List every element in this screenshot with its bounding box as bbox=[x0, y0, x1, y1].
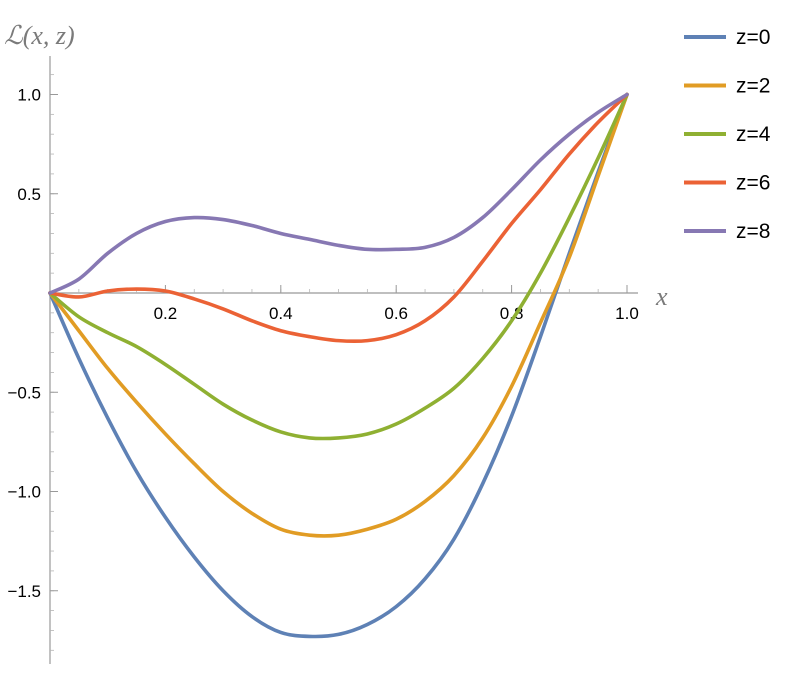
x-axis-title: x bbox=[655, 282, 668, 311]
legend-label-z-2: z=2 bbox=[736, 75, 770, 98]
x-tick-label: 0.6 bbox=[384, 304, 408, 323]
y-major-ticks: 1.0 0.5 −0.5 −1.0 −1.5 bbox=[7, 86, 58, 601]
y-axis-title: ℒ(x, z) bbox=[4, 21, 75, 50]
y-tick-label: 1.0 bbox=[17, 86, 41, 105]
series-line-z-4 bbox=[48, 92, 629, 441]
legend-label-z-0: z=0 bbox=[736, 26, 770, 49]
series-line-z-8 bbox=[48, 92, 629, 295]
series-line-z-2 bbox=[48, 92, 629, 538]
y-tick-label: −1.0 bbox=[7, 483, 41, 502]
y-tick-label: −0.5 bbox=[7, 383, 41, 402]
series-lines bbox=[48, 92, 629, 639]
x-major-ticks: 0.2 0.4 0.6 0.8 1.0 bbox=[154, 285, 639, 323]
x-tick-label: 0.4 bbox=[269, 304, 293, 323]
y-tick-label: −1.5 bbox=[7, 582, 41, 601]
x-tick-label: 1.0 bbox=[615, 304, 639, 323]
series-line-z-6 bbox=[48, 92, 629, 344]
y-tick-label: 0.5 bbox=[17, 185, 41, 204]
x-tick-label: 0.2 bbox=[154, 304, 178, 323]
axes bbox=[49, 56, 638, 664]
legend: z=0 z=2 z=4 z=6 z=8 bbox=[684, 26, 771, 243]
legend-label-z-4: z=4 bbox=[736, 123, 771, 146]
series-line-z-0 bbox=[48, 92, 629, 639]
legend-label-z-8: z=8 bbox=[736, 220, 770, 243]
legend-label-z-6: z=6 bbox=[736, 172, 770, 195]
